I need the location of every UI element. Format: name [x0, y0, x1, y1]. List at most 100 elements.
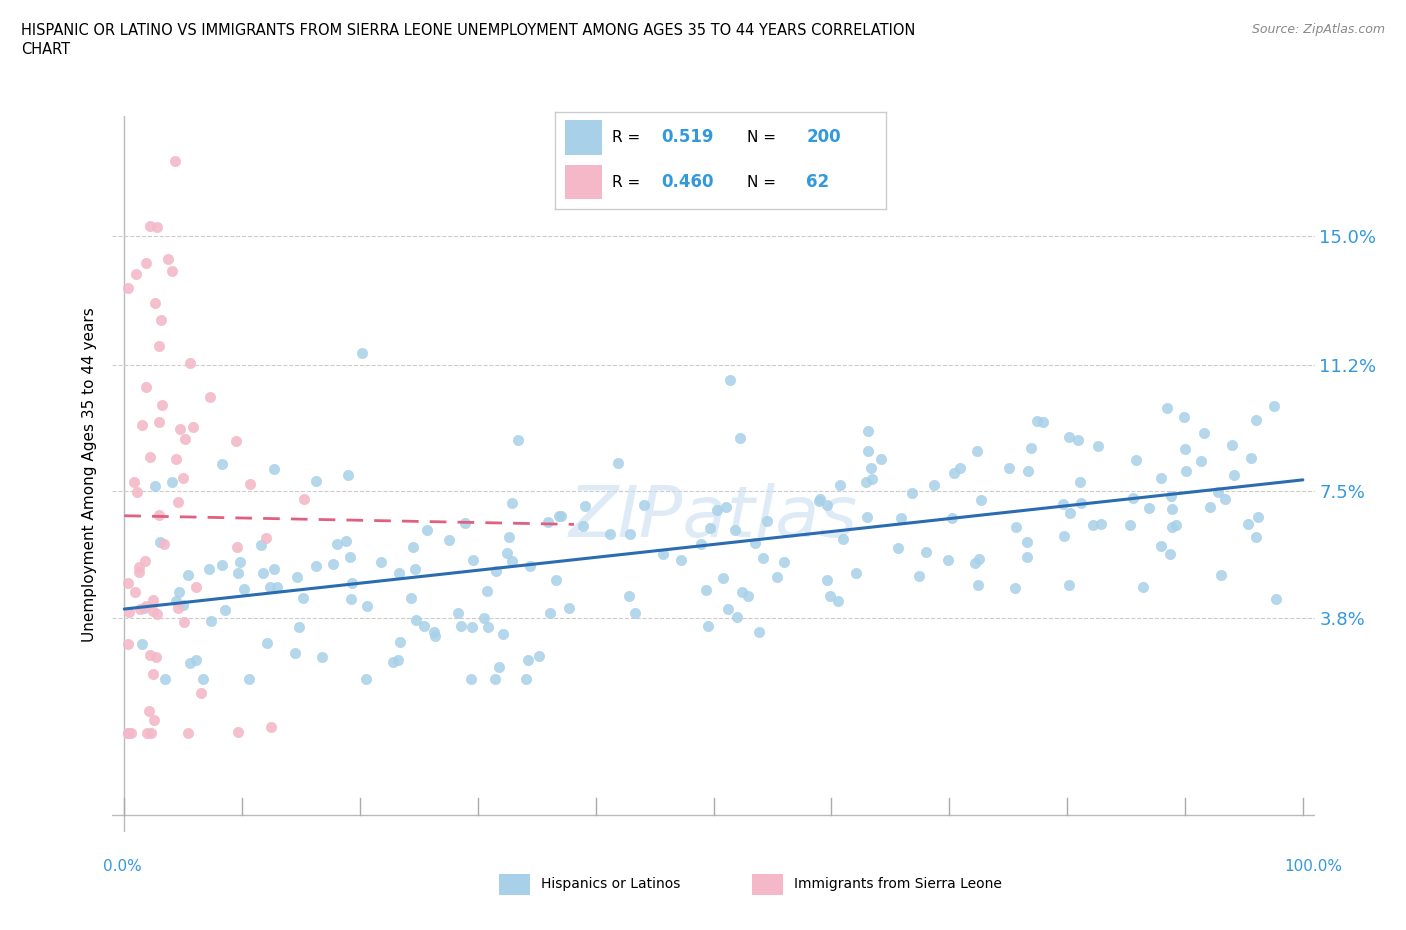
- Point: [599, 526, 621, 541]
- Point: [381, 655, 404, 670]
- Point: [143, 478, 166, 493]
- Point: [941, 511, 963, 525]
- Point: [808, 491, 831, 506]
- Text: R =: R =: [612, 175, 645, 190]
- Point: [179, 356, 201, 371]
- Point: [1264, 591, 1286, 606]
- Point: [538, 605, 561, 620]
- Point: [1247, 509, 1270, 524]
- Point: [830, 477, 852, 492]
- Point: [1263, 399, 1285, 414]
- Point: [718, 373, 741, 388]
- Text: HISPANIC OR LATINO VS IMMIGRANTS FROM SIERRA LEONE UNEMPLOYMENT AMONG AGES 35 TO: HISPANIC OR LATINO VS IMMIGRANTS FROM SI…: [21, 23, 915, 38]
- Point: [340, 576, 363, 591]
- Point: [143, 712, 166, 727]
- Point: [339, 550, 361, 565]
- Point: [1156, 401, 1178, 416]
- Point: [744, 536, 766, 551]
- Point: [890, 511, 912, 525]
- Point: [165, 593, 187, 608]
- Point: [117, 726, 139, 741]
- Point: [142, 604, 165, 618]
- Point: [117, 726, 139, 741]
- Point: [724, 522, 747, 537]
- Point: [200, 614, 222, 629]
- Point: [1087, 438, 1109, 453]
- Point: [699, 520, 721, 535]
- Point: [239, 477, 262, 492]
- Point: [731, 585, 754, 600]
- Point: [728, 431, 751, 445]
- Point: [167, 495, 190, 510]
- Point: [160, 264, 183, 279]
- Point: [1032, 415, 1054, 430]
- Point: [354, 671, 377, 686]
- Point: [117, 636, 139, 651]
- Point: [537, 514, 560, 529]
- Point: [454, 515, 477, 530]
- Point: [1067, 432, 1090, 447]
- Point: [232, 581, 254, 596]
- Point: [463, 552, 485, 567]
- Point: [387, 653, 409, 668]
- Point: [132, 601, 155, 616]
- Point: [118, 604, 141, 619]
- Text: N =: N =: [747, 130, 776, 145]
- Point: [226, 539, 249, 554]
- Point: [225, 433, 247, 448]
- Point: [1122, 490, 1144, 505]
- Point: [142, 592, 165, 607]
- Point: [211, 557, 233, 572]
- Point: [1004, 580, 1026, 595]
- Point: [748, 625, 770, 640]
- Text: CHART: CHART: [21, 42, 70, 57]
- Point: [815, 498, 838, 512]
- Point: [963, 556, 986, 571]
- Point: [148, 339, 170, 353]
- Point: [211, 457, 233, 472]
- Point: [550, 509, 572, 524]
- Point: [141, 726, 163, 741]
- Point: [495, 546, 517, 561]
- Point: [1119, 517, 1142, 532]
- Point: [607, 456, 630, 471]
- Point: [472, 611, 495, 626]
- Point: [548, 509, 571, 524]
- Point: [292, 492, 315, 507]
- Point: [226, 724, 249, 739]
- Point: [460, 671, 482, 686]
- Point: [124, 266, 146, 281]
- Point: [915, 545, 938, 560]
- Point: [163, 153, 186, 168]
- Point: [887, 540, 910, 555]
- Point: [690, 536, 713, 551]
- Point: [1161, 520, 1184, 535]
- Point: [326, 537, 349, 551]
- Point: [651, 547, 673, 562]
- Point: [716, 602, 738, 617]
- Point: [1015, 550, 1038, 565]
- Point: [399, 591, 422, 605]
- Point: [173, 432, 195, 446]
- Point: [817, 573, 839, 588]
- Point: [624, 605, 647, 620]
- Point: [352, 346, 374, 361]
- Point: [117, 281, 139, 296]
- Point: [1236, 516, 1258, 531]
- Point: [260, 720, 283, 735]
- Point: [571, 518, 593, 533]
- Text: 100.0%: 100.0%: [1285, 859, 1343, 874]
- Point: [706, 503, 728, 518]
- Point: [515, 671, 537, 686]
- Point: [1198, 500, 1220, 515]
- Point: [633, 498, 655, 512]
- Point: [184, 653, 207, 668]
- Point: [153, 537, 176, 551]
- Text: R =: R =: [612, 130, 645, 145]
- Point: [1244, 413, 1267, 428]
- Point: [856, 444, 879, 458]
- Point: [714, 499, 737, 514]
- Text: 62: 62: [807, 173, 830, 192]
- Point: [120, 726, 142, 741]
- Point: [288, 619, 311, 634]
